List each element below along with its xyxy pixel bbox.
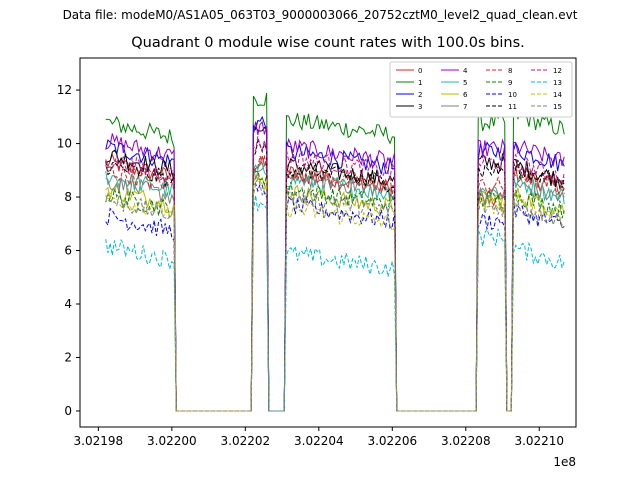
series-line-11 bbox=[105, 139, 565, 412]
legend-label-13: 13 bbox=[553, 79, 562, 87]
y-tick-label: 10 bbox=[57, 137, 72, 151]
axes-frame bbox=[79, 57, 577, 428]
x-tick-label: 3.02210 bbox=[514, 434, 564, 448]
chart-title: Quadrant 0 module wise count rates with … bbox=[131, 35, 525, 51]
legend-label-9: 9 bbox=[508, 79, 512, 87]
legend-label-5: 5 bbox=[463, 79, 467, 87]
legend-label-4: 4 bbox=[463, 67, 468, 75]
x-tick-label: 3.02208 bbox=[441, 434, 491, 448]
x-tick-label: 3.02204 bbox=[294, 434, 344, 448]
x-tick-label: 3.02206 bbox=[367, 434, 417, 448]
y-tick-label: 8 bbox=[64, 190, 72, 204]
plot-lines bbox=[105, 92, 565, 412]
y-tick-label: 12 bbox=[57, 83, 72, 97]
x-tick-label: 3.02202 bbox=[221, 434, 271, 448]
legend-label-0: 0 bbox=[418, 67, 422, 75]
legend-label-12: 12 bbox=[553, 67, 562, 75]
y-axis: 0 2 4 6 8 10 12 bbox=[57, 83, 80, 418]
x-tick-label: 3.02198 bbox=[74, 434, 124, 448]
legend-label-7: 7 bbox=[463, 103, 467, 111]
legend-label-6: 6 bbox=[463, 91, 468, 99]
legend-label-3: 3 bbox=[418, 103, 422, 111]
y-tick-label: 0 bbox=[64, 404, 72, 418]
legend-label-11: 11 bbox=[508, 103, 517, 111]
series-line-10 bbox=[105, 182, 565, 412]
legend-label-8: 8 bbox=[508, 67, 512, 75]
legend-label-1: 1 bbox=[418, 79, 422, 87]
legend-label-15: 15 bbox=[553, 103, 562, 111]
x-axis: 3.02198 3.02200 3.02202 3.02204 3.02206 3.022… bbox=[74, 427, 564, 448]
y-tick-label: 4 bbox=[64, 297, 72, 311]
x-tick-label: 3.02200 bbox=[147, 434, 197, 448]
x-offset-label: 1e8 bbox=[553, 455, 576, 469]
legend-label-2: 2 bbox=[418, 91, 422, 99]
figure-suptitle: Data file: modeM0/AS1A05_063T03_90000030… bbox=[62, 8, 578, 22]
y-tick-label: 2 bbox=[64, 350, 72, 364]
legend-label-14: 14 bbox=[553, 91, 562, 99]
series-line-15 bbox=[105, 177, 565, 412]
y-tick-label: 6 bbox=[64, 244, 72, 258]
legend-box bbox=[389, 61, 573, 118]
legend-label-10: 10 bbox=[508, 91, 517, 99]
